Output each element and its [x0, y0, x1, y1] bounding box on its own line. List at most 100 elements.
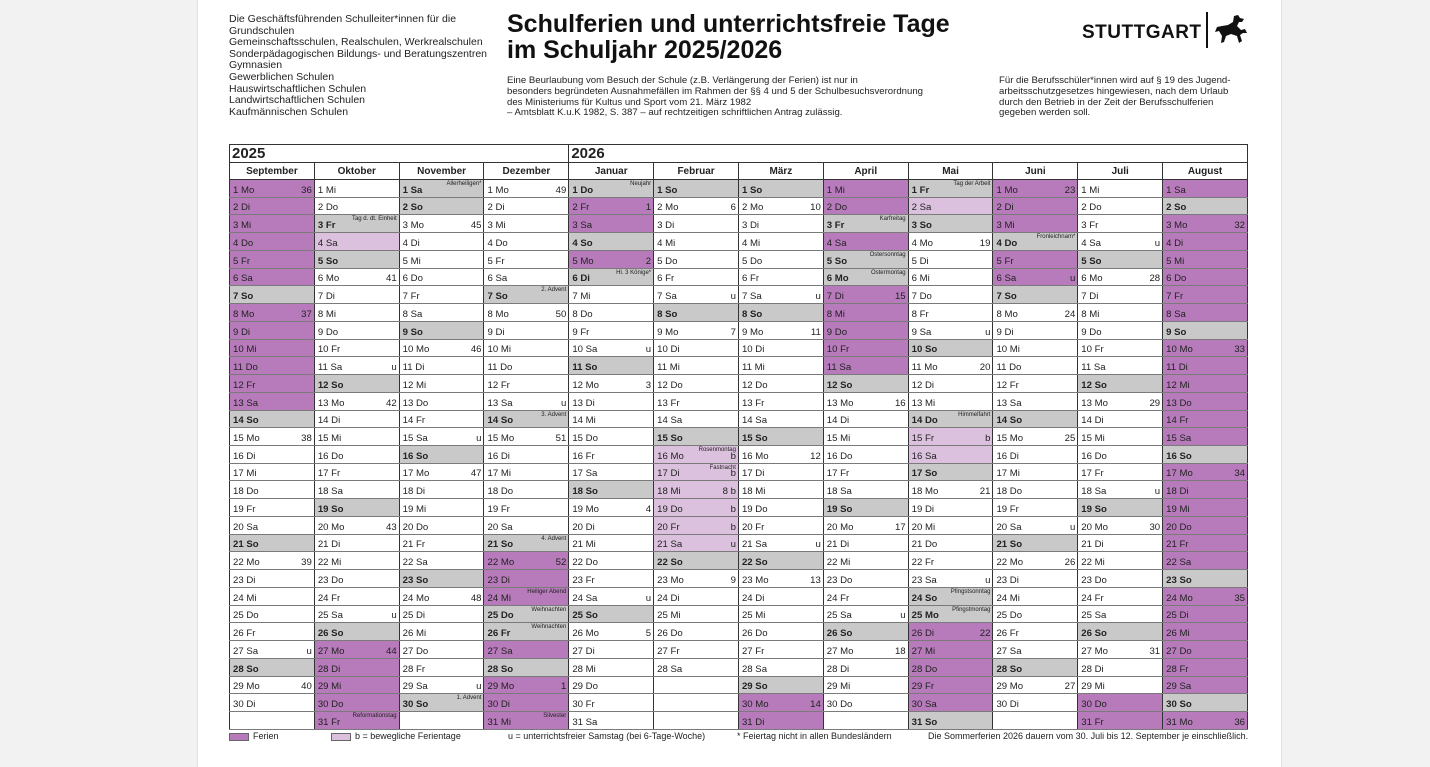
notice-line: Für die Berufsschüler*innen wird auf § 1… [999, 75, 1231, 86]
day-label: 25 Mi [741, 610, 766, 622]
day-cell: 9 Sa u [908, 321, 994, 340]
day-cell: 20 Do [399, 516, 485, 535]
day-label: 6 Fr [741, 273, 760, 285]
empty-cell [653, 693, 739, 713]
week-or-marker: u [476, 433, 482, 445]
day-cell: 29 Sa u [399, 676, 485, 695]
week-or-marker: 34 [1234, 468, 1245, 480]
day-label: 28 Di [1081, 663, 1104, 675]
day-label: 17 Fr [1081, 468, 1104, 480]
day-label: 9 Di [996, 326, 1014, 338]
day-cell: 8 Sa [1162, 303, 1248, 322]
day-cell: 27 Di [568, 640, 655, 659]
holiday-note: 3. Advent [541, 411, 567, 418]
month-header: Januar [568, 162, 655, 180]
week-or-marker: u [306, 645, 312, 657]
day-label: 5 Mi [1166, 255, 1185, 267]
day-label: 26 Fr [233, 628, 256, 640]
day-cell: 19 Fr [992, 498, 1079, 517]
day-label: 7 Fr [1166, 291, 1184, 303]
day-label: 17 Mi [487, 468, 511, 480]
day-cell: 23 So [1162, 569, 1248, 588]
day-cell: 11 Sa [1077, 356, 1164, 376]
day-label: 17 So [911, 468, 938, 480]
day-label: 21 Sa [657, 539, 683, 551]
day-cell: 26 Mi [1162, 622, 1248, 642]
day-label: 2 Do [317, 202, 339, 214]
day-cell: 6 Mi [908, 268, 994, 287]
day-cell: 29 Mi [314, 676, 400, 695]
day-cell: 2 Do [314, 197, 400, 216]
day-cell: 13 Fr [653, 392, 739, 411]
day-label: 10 Fr [826, 344, 850, 356]
day-label: 21 So [487, 539, 514, 551]
day-label: 23 Fr [572, 574, 595, 586]
day-cell: 14 Mi [568, 410, 655, 429]
day-cell: 3 Fr Karfreitag [823, 214, 909, 234]
day-cell: 26 Fr [992, 622, 1079, 642]
day-cell: 11 Mo 20 [908, 356, 994, 376]
day-label: 30 So [1166, 699, 1192, 711]
day-cell: 1 Mo 49 [483, 179, 570, 198]
holiday-note: Heiliger Abend [527, 588, 567, 595]
day-label: 9 Mo [657, 326, 679, 338]
day-label: 3 Fr [1081, 220, 1099, 232]
day-cell: 28 Mi [568, 658, 655, 677]
day-label: 5 Di [911, 255, 929, 267]
day-cell: 16 Di [992, 445, 1079, 464]
day-label: 2 Do [826, 202, 848, 214]
day-cell: 10 Mi [483, 339, 570, 358]
day-cell: 12 Do [738, 374, 824, 393]
day-cell: 16 Di [483, 445, 570, 464]
calendar-row: 21 So 21 Di 21 Fr 21 So 4. Advent 21 Mi 21 Sa u… [229, 534, 1248, 553]
day-cell: 14 Sa [653, 410, 739, 429]
month-header: Februar [653, 162, 739, 180]
day-cell: 25 Do Weihnachten [483, 605, 570, 624]
day-label: 28 So [233, 663, 259, 675]
day-cell: 6 Do [399, 268, 485, 287]
week-or-marker: 4 [645, 503, 652, 515]
day-label: 19 Do [657, 503, 683, 515]
day-label: 8 Mi [1081, 308, 1100, 320]
empty-cell [823, 711, 909, 730]
day-cell: 3 Mi [992, 214, 1079, 234]
day-label: 24 Mi [487, 592, 511, 604]
day-label: 10 Mi [996, 344, 1020, 356]
day-cell: 4 Do [229, 232, 315, 251]
day-cell: 31 Mo 36 [1162, 711, 1248, 730]
month-header: Juni [992, 162, 1079, 180]
day-cell: 11 Sa [823, 356, 909, 376]
day-cell: 31 Fr [1077, 711, 1164, 730]
day-cell: 22 Mi [1077, 551, 1164, 571]
week-or-marker: u [815, 539, 821, 551]
day-label: 1 Do [572, 184, 594, 196]
day-label: 21 Di [826, 539, 850, 551]
holiday-note: Neujahr [630, 181, 652, 187]
day-label: 9 So [402, 326, 423, 338]
day-label: 28 So [996, 663, 1023, 675]
day-cell: 6 Do [1162, 268, 1248, 287]
addressee-line: Die Geschäftsführenden Schulleiter*innen… [229, 13, 457, 25]
day-cell: 28 So [992, 658, 1079, 677]
day-cell: 10 Di [653, 339, 739, 358]
day-cell: 1 Mi [1077, 179, 1164, 198]
day-label: 9 So [1166, 326, 1187, 338]
day-cell: 10 Di [738, 339, 824, 358]
week-or-marker: 42 [385, 397, 397, 409]
day-cell: 18 So [568, 480, 655, 500]
week-or-marker: 47 [470, 468, 482, 480]
day-label: 6 Sa [233, 273, 253, 285]
day-cell: 15 Sa u [399, 427, 485, 447]
day-cell: 21 Do [908, 534, 994, 553]
day-label: 17 Mo [402, 468, 430, 480]
day-cell: 3 Mo 45 [399, 214, 485, 234]
day-cell: 19 So [823, 498, 909, 517]
day-label: 22 So [657, 557, 683, 569]
day-label: 17 Mi [233, 468, 257, 480]
day-label: 29 Mo [996, 681, 1024, 693]
day-cell: 7 So [992, 285, 1079, 305]
day-label: 16 So [402, 450, 429, 462]
day-cell: 13 Do [399, 392, 485, 411]
week-or-marker: 36 [1234, 716, 1245, 728]
empty-cell [653, 711, 739, 730]
